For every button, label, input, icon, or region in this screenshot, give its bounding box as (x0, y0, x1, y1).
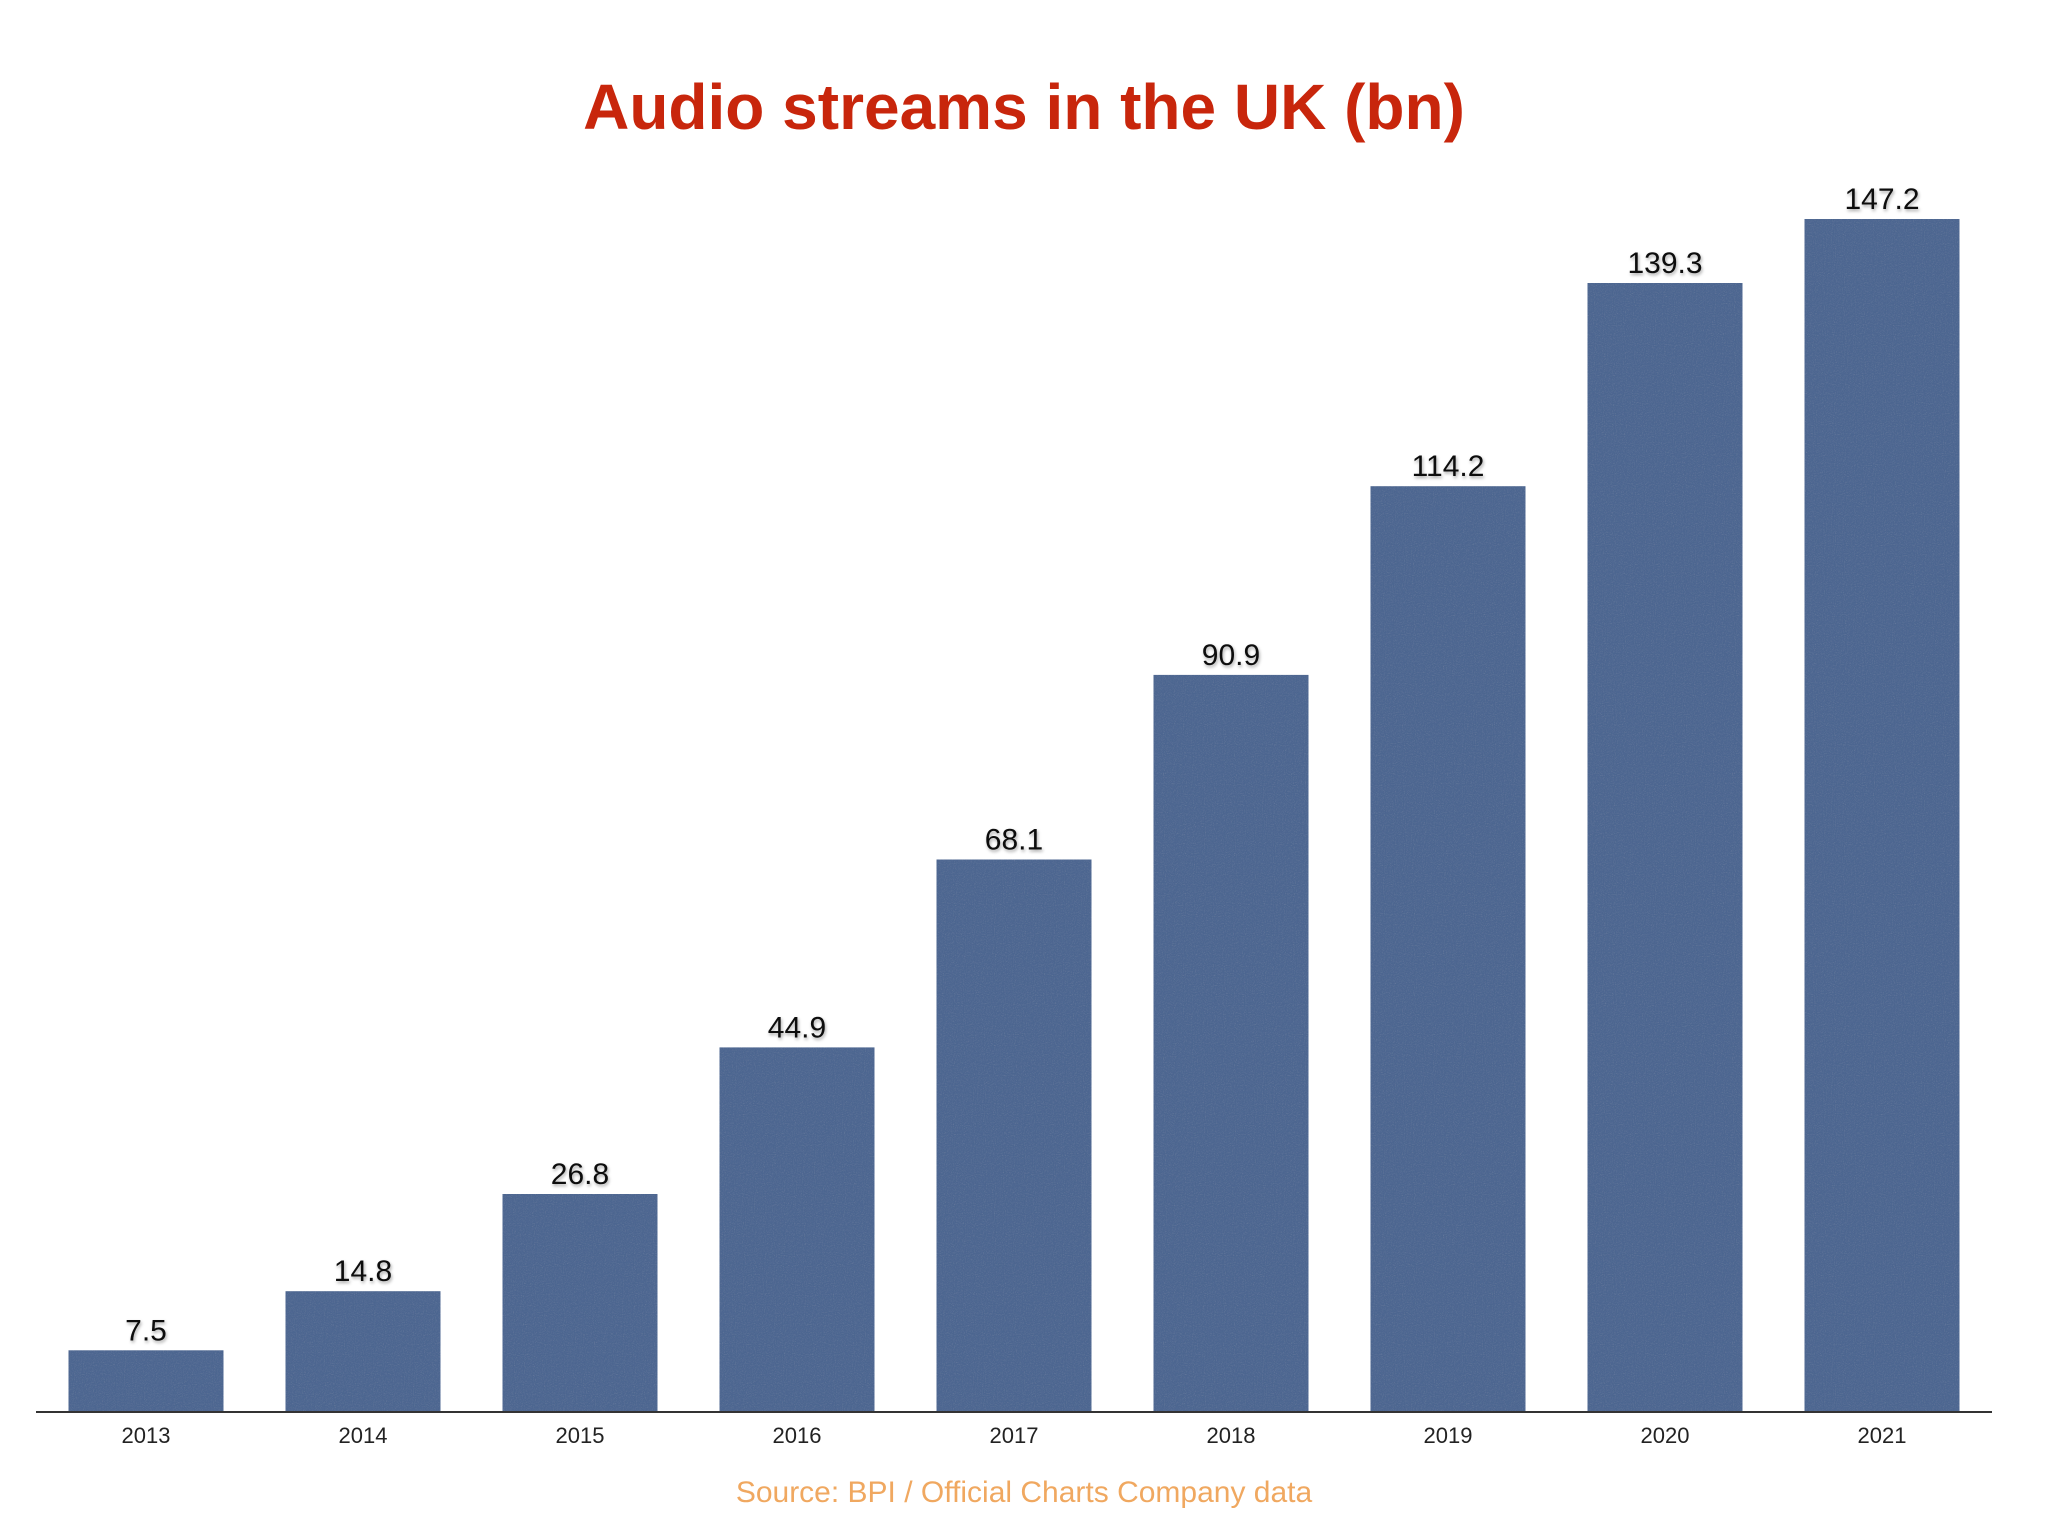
x-tick-label-2015: 2015 (556, 1423, 605, 1448)
value-label-2014: 14.8 (334, 1255, 392, 1288)
value-label-2021: 147.2 (1844, 183, 1919, 216)
source-note: Source: BPI / Official Charts Company da… (735, 1476, 1313, 1509)
x-tick-label-2014: 2014 (339, 1423, 388, 1448)
x-tick-label-2013: 2013 (122, 1423, 171, 1448)
x-tick-label-2019: 2019 (1424, 1423, 1473, 1448)
x-tick-labels: 2013 2014 2015 2016 2017 2018 2019 2020 2021 (122, 1423, 1907, 1448)
value-label-2019: 114.2 (1412, 450, 1485, 483)
x-tick-label-2018: 2018 (1207, 1423, 1256, 1448)
bar-2020 (1587, 283, 1743, 1411)
value-label-2016: 44.9 (768, 1011, 826, 1044)
x-tick-label-2016: 2016 (773, 1423, 822, 1448)
chart-title: Audio streams in the UK (bn) (583, 71, 1465, 143)
value-label-2018: 90.9 (1202, 639, 1260, 672)
bar-2017 (936, 859, 1092, 1411)
value-label-2015: 26.8 (551, 1158, 609, 1191)
x-tick-label-2020: 2020 (1641, 1423, 1690, 1448)
bar-2021 (1804, 219, 1960, 1411)
bar-2014 (285, 1291, 441, 1411)
value-label-2017: 68.1 (985, 824, 1043, 857)
bars-layer (68, 219, 1960, 1411)
bar-2019 (1370, 486, 1526, 1411)
x-tick-label-2017: 2017 (990, 1423, 1039, 1448)
x-tick-label-2021: 2021 (1858, 1423, 1907, 1448)
value-label-2020: 139.3 (1627, 247, 1702, 280)
value-labels-layer: 7.5 14.8 26.8 44.9 68.1 90.9 114.2 139.3 147.2 (125, 183, 1919, 1347)
bar-2016 (719, 1047, 875, 1411)
bar-2015 (502, 1194, 658, 1411)
bar-2013 (68, 1350, 224, 1411)
value-label-2013: 7.5 (125, 1314, 167, 1347)
bar-2018 (1153, 674, 1309, 1411)
